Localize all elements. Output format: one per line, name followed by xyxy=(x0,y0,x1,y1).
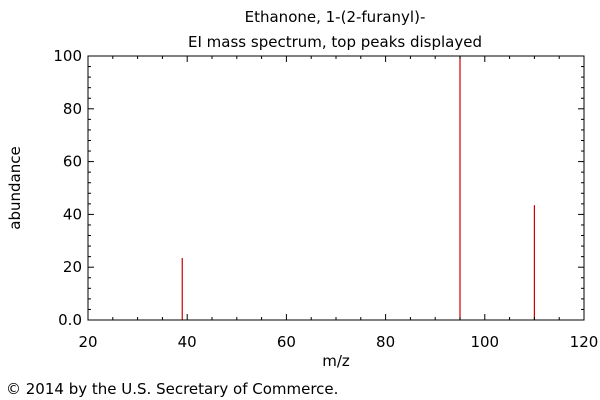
x-axis-label: m/z xyxy=(322,352,350,370)
y-tick-label: 80 xyxy=(63,100,82,118)
plot-frame xyxy=(87,55,585,321)
y-axis: 0.0 20 40 60 80 100 xyxy=(53,47,584,329)
y-tick-label: 0.0 xyxy=(58,311,82,329)
copyright-notice: © 2014 by the U.S. Secretary of Commerce… xyxy=(6,380,339,398)
chart-title: Ethanone, 1-(2-furanyl)- xyxy=(244,8,426,26)
y-tick-label: 20 xyxy=(63,258,82,276)
y-tick-label: 40 xyxy=(63,205,82,223)
x-tick-label: 80 xyxy=(376,333,395,351)
y-tick-label: 100 xyxy=(53,47,82,65)
x-tick-label: 60 xyxy=(277,333,296,351)
x-tick-label: 40 xyxy=(178,333,197,351)
peak-group xyxy=(181,56,536,320)
chart-subtitle: EI mass spectrum, top peaks displayed xyxy=(188,33,482,51)
y-tick-label: 60 xyxy=(63,153,82,171)
x-tick-label: 120 xyxy=(570,333,599,351)
y-axis-label: abundance xyxy=(6,146,24,229)
x-axis: 20 40 60 80 100 120 xyxy=(78,56,598,351)
x-tick-label: 100 xyxy=(470,333,499,351)
x-tick-label: 20 xyxy=(78,333,97,351)
